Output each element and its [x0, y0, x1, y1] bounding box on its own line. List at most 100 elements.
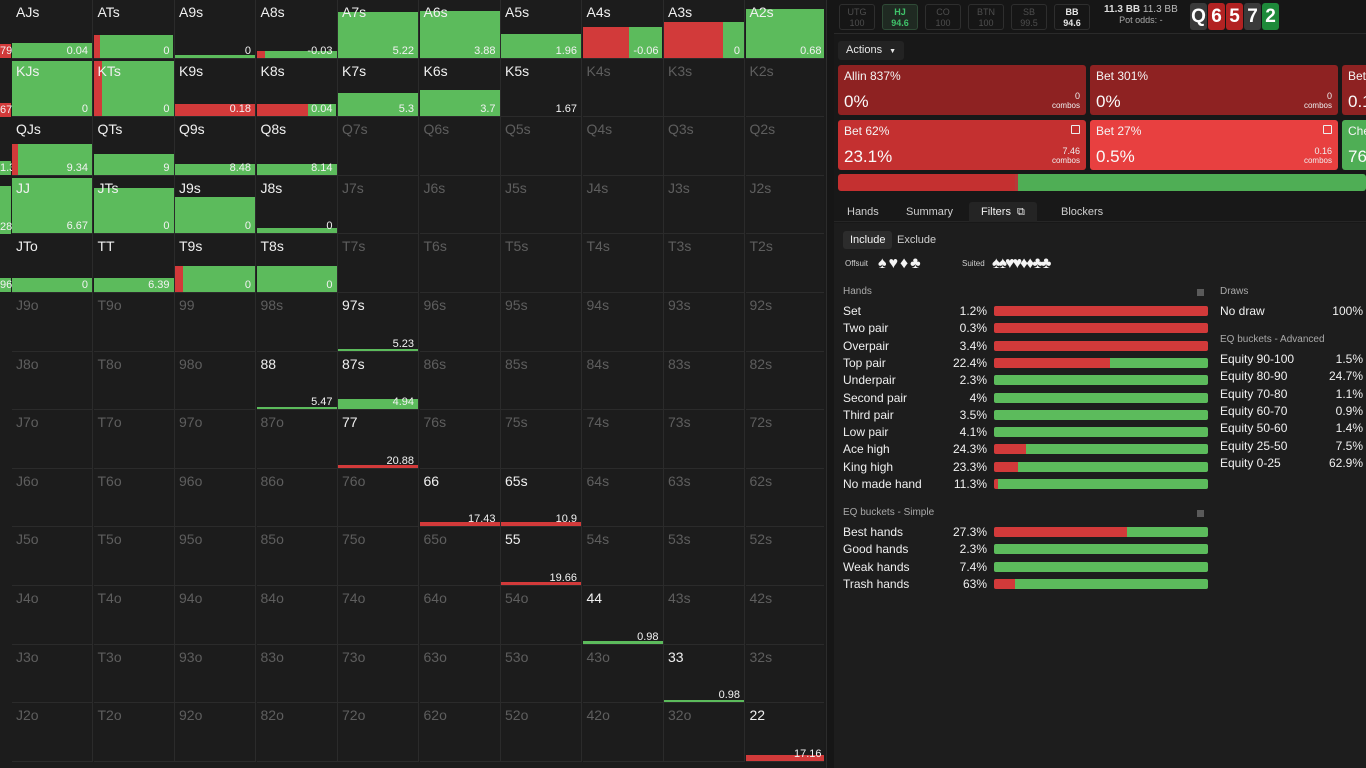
hand-cell[interactable]: 83s: [664, 351, 745, 411]
breakdown-row[interactable]: King high 23.3%: [843, 460, 1209, 474]
hand-cell[interactable]: 77 20.88: [338, 410, 419, 469]
hand-cell[interactable]: 76o: [338, 468, 419, 528]
hand-cell[interactable]: J2o: [12, 703, 93, 762]
hand-cell[interactable]: J9s 0: [175, 175, 256, 235]
square-icon[interactable]: [1197, 289, 1204, 296]
hand-cell[interactable]: J5s: [501, 175, 582, 235]
hand-cell[interactable]: Q7s: [338, 117, 419, 176]
hand-cell[interactable]: 22 17.16: [745, 703, 824, 762]
hand-cell[interactable]: 72o: [338, 703, 419, 762]
hand-cell[interactable]: T8s 0: [256, 234, 338, 293]
hand-cell[interactable]: 66 17.43: [419, 468, 501, 528]
hand-cell[interactable]: 93o: [175, 644, 256, 704]
hand-cell[interactable]: JTo 0: [12, 234, 93, 293]
hand-cell[interactable]: 55 19.66: [501, 527, 582, 586]
hand-cell[interactable]: 74s: [582, 410, 664, 469]
hand-cell[interactable]: K2s: [745, 59, 824, 118]
hand-cell[interactable]: JTs 0: [93, 175, 175, 235]
action-box[interactable]: Bet 27% 0.5% 0.16 combos: [1090, 120, 1338, 170]
breakdown-row[interactable]: Best hands 27.3%: [843, 525, 1209, 539]
breakdown-row[interactable]: Two pair 0.3%: [843, 321, 1209, 335]
seat-btn[interactable]: BTN 100: [968, 4, 1004, 30]
hand-cell[interactable]: T4o: [93, 586, 175, 645]
hand-cell[interactable]: 95s: [501, 293, 582, 352]
breakdown-row[interactable]: Second pair 4%: [843, 391, 1209, 405]
hand-cell[interactable]: A6s 3.88: [419, 0, 501, 59]
hand-cell[interactable]: 75s: [501, 410, 582, 469]
hand-cell[interactable]: KTs 0: [93, 58, 175, 118]
hand-cell[interactable]: 53o: [501, 644, 582, 704]
hand-cell[interactable]: T2o: [93, 703, 175, 762]
seat-hj[interactable]: HJ 94.6: [882, 4, 918, 30]
breakdown-row[interactable]: Equity 60-70 0.9%: [1220, 404, 1366, 418]
seat-bb[interactable]: BB 94.6: [1054, 4, 1090, 30]
seat-co[interactable]: CO 100: [925, 4, 961, 30]
hand-cell[interactable]: T7o: [93, 410, 175, 469]
hand-cell[interactable]: 84o: [256, 586, 338, 645]
hand-cell[interactable]: T6s: [419, 234, 501, 293]
hand-cell[interactable]: KJs 0: [12, 58, 93, 118]
hand-cell[interactable]: A3s 0: [664, 0, 745, 59]
tab-summary[interactable]: Summary: [894, 202, 965, 222]
action-box[interactable]: Bet 0.1: [1342, 65, 1366, 115]
hand-cell[interactable]: T3s: [664, 234, 745, 293]
hand-cell[interactable]: 73o: [338, 644, 419, 704]
hand-cell[interactable]: J9o: [12, 293, 93, 352]
hand-cell[interactable]: 96s: [419, 293, 501, 352]
hand-cell[interactable]: 54o: [501, 586, 582, 645]
hand-cell[interactable]: K9s 0.18: [175, 58, 256, 118]
hand-cell[interactable]: 95o: [175, 527, 256, 586]
hand-cell[interactable]: J6o: [12, 468, 93, 528]
hand-cell[interactable]: Q6s: [419, 117, 501, 176]
hand-cell[interactable]: 92o: [175, 703, 256, 762]
hand-cell[interactable]: 63o: [419, 644, 501, 704]
panel-divider[interactable]: [826, 0, 834, 768]
breakdown-row[interactable]: Set 1.2%: [843, 304, 1209, 318]
breakdown-row[interactable]: Overpair 3.4%: [843, 339, 1209, 353]
hand-cell[interactable]: Q5s: [501, 117, 582, 176]
hand-cell[interactable]: A2s 0.68: [745, 0, 824, 59]
hand-cell[interactable]: JJ 6.67: [12, 175, 93, 235]
seat-utg[interactable]: UTG 100: [839, 4, 875, 30]
hand-cell[interactable]: 75o: [338, 527, 419, 586]
hand-cell[interactable]: 43s: [664, 586, 745, 645]
hand-cell[interactable]: Q3s: [664, 117, 745, 176]
breakdown-row[interactable]: Equity 70-80 1.1%: [1220, 387, 1366, 401]
hand-cell[interactable]: 53s: [664, 527, 745, 586]
breakdown-row[interactable]: Trash hands 63%: [843, 577, 1209, 591]
breakdown-row[interactable]: Ace high 24.3%: [843, 442, 1209, 456]
copy-icon[interactable]: ⧉: [1016, 206, 1025, 218]
hand-cell[interactable]: QJs 9.34: [12, 117, 93, 176]
hand-cell[interactable]: 97s 5.23: [338, 293, 419, 352]
breakdown-row[interactable]: Equity 80-90 24.7%: [1220, 369, 1366, 383]
hand-cell[interactable]: 83o: [256, 644, 338, 704]
breakdown-row[interactable]: Equity 25-50 7.5%: [1220, 439, 1366, 453]
include-toggle[interactable]: Include: [843, 231, 893, 249]
hand-cell[interactable]: QTs 9: [93, 117, 175, 176]
suited-suits-icon[interactable]: ♠♠♥♥♦♦♣♣: [992, 255, 1051, 272]
exclude-toggle[interactable]: Exclude: [897, 234, 937, 246]
hand-cell[interactable]: 42s: [745, 586, 824, 645]
tab-blockers[interactable]: Blockers: [1049, 202, 1115, 222]
hand-cell[interactable]: 72s: [745, 410, 824, 469]
hand-cell[interactable]: 65s 10.9: [501, 468, 582, 528]
hand-cell[interactable]: K7s 5.3: [338, 58, 419, 118]
hand-cell[interactable]: A5s 1.96: [501, 0, 582, 59]
hand-cell[interactable]: 93s: [664, 293, 745, 352]
hand-cell[interactable]: 63s: [664, 468, 745, 528]
hand-cell[interactable]: 64o: [419, 586, 501, 645]
hand-cell[interactable]: AJs 0.04: [12, 0, 93, 59]
hand-cell[interactable]: 32o: [664, 703, 745, 762]
hand-cell[interactable]: 98o: [175, 351, 256, 411]
hand-cell[interactable]: A7s 5.22: [338, 0, 419, 59]
hand-cell[interactable]: 98s: [256, 293, 338, 352]
breakdown-row[interactable]: Weak hands 7.4%: [843, 560, 1209, 574]
hand-cell[interactable]: Q9s 8.48: [175, 117, 256, 176]
hand-cell[interactable]: 85s: [501, 351, 582, 411]
hand-cell[interactable]: 99: [175, 293, 256, 352]
hand-cell[interactable]: Q8s 8.14: [256, 117, 338, 176]
hand-cell[interactable]: A4s -0.06: [582, 0, 664, 59]
tab-filters[interactable]: Filters ⧉: [969, 202, 1037, 222]
hand-cell[interactable]: 82o: [256, 703, 338, 762]
hand-cell[interactable]: 86o: [256, 468, 338, 528]
